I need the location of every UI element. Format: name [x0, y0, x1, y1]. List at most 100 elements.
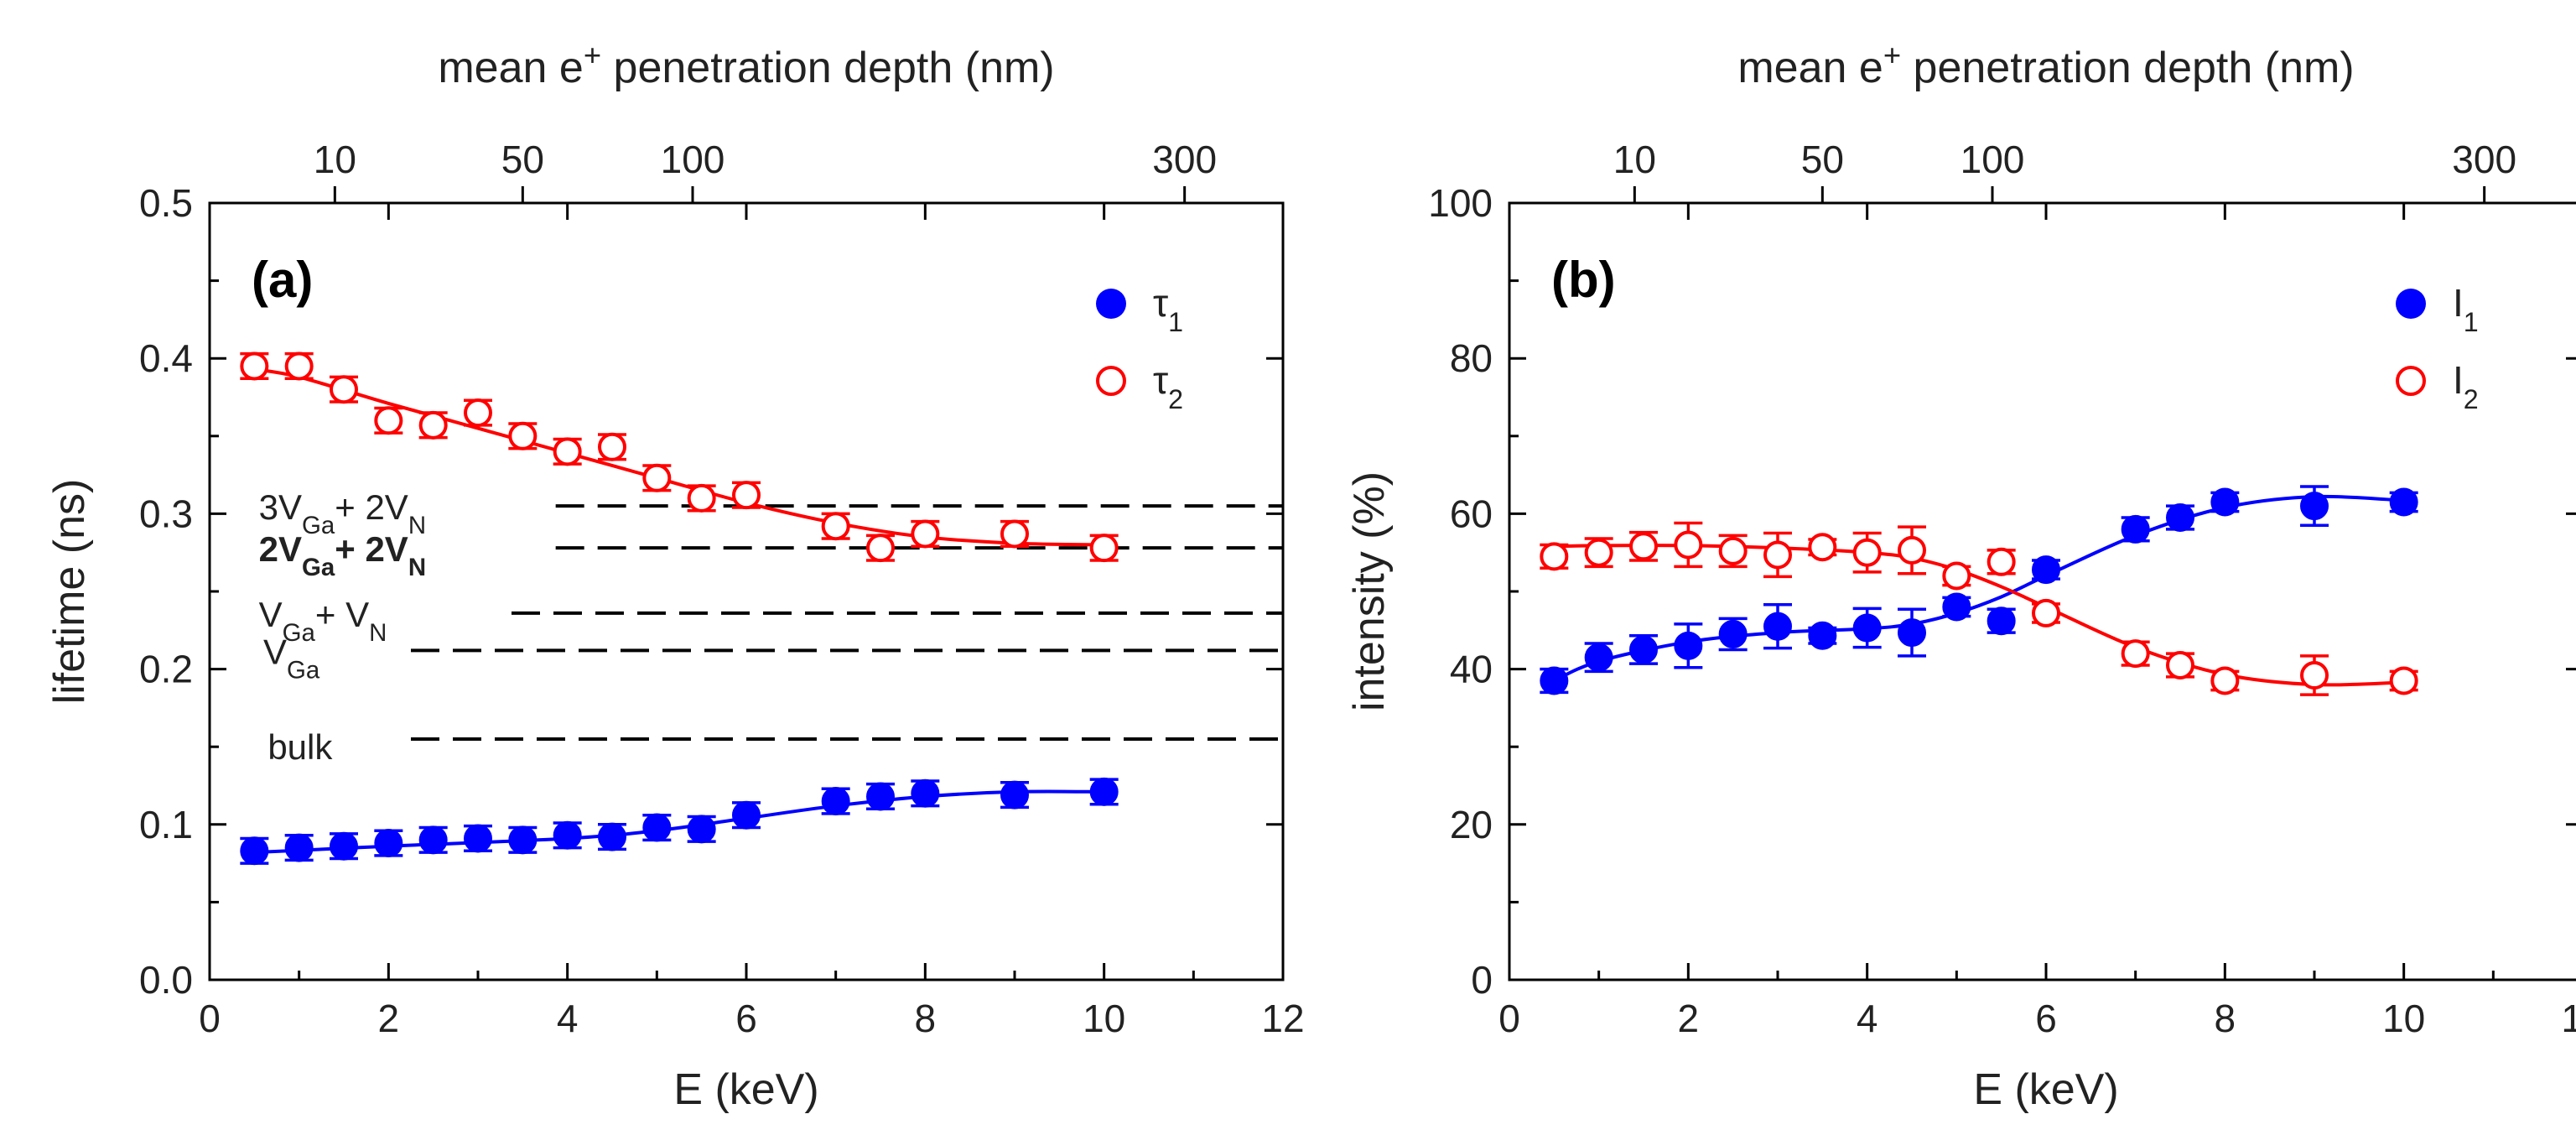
a-marker-τ2-8 — [598, 432, 626, 461]
b-ytick-label-0: 0 — [1471, 958, 1493, 1002]
a-marker-τ2-15 — [1000, 519, 1029, 549]
b-plot-frame — [1508, 201, 2576, 981]
a-marker-τ1-4 — [418, 825, 448, 855]
b-marker-I1-13 — [2166, 503, 2194, 533]
a-marker-τ2-6 — [508, 421, 538, 450]
a-marker-τ2-5 — [464, 398, 492, 428]
b-point-I2-7 — [1852, 531, 1882, 574]
b-point-I2-12 — [2121, 639, 2150, 669]
a-top-tick-label-0: 10 — [314, 138, 356, 181]
a-marker-τ1-9 — [642, 813, 672, 842]
b-top-tick-label-3: 300 — [2452, 138, 2516, 181]
a-ytick-label-0: 0.0 — [139, 958, 193, 1002]
b-xtick-label-4: 8 — [2215, 997, 2236, 1040]
b-panel-label: (b) — [1551, 252, 1616, 308]
a-point-τ2-6 — [508, 421, 538, 450]
a-top-axis-label: mean e+ penetration depth (nm) — [438, 38, 1054, 93]
a-point-τ2-12 — [821, 512, 850, 541]
b-marker-I2-8 — [1898, 535, 1926, 565]
a-point-τ2-5 — [464, 398, 492, 428]
b-marker-I2-16 — [2389, 666, 2418, 695]
b-point-I2-11 — [2032, 598, 2060, 627]
a-point-τ2-3 — [374, 406, 403, 435]
b-point-I1-4 — [1718, 617, 1748, 652]
b-point-I2-16 — [2389, 666, 2418, 695]
a-point-τ2-1 — [284, 351, 314, 381]
a-point-τ1-5 — [464, 824, 492, 853]
b-marker-I1-14 — [2210, 487, 2240, 517]
b-legend-marker-I1 — [2396, 289, 2426, 319]
a-marker-τ2-9 — [642, 463, 672, 492]
b-top-tick-label-2: 100 — [1961, 138, 2025, 181]
b-ytick-label-1: 20 — [1450, 803, 1493, 846]
b-point-I2-14 — [2210, 666, 2240, 695]
a-marker-τ1-3 — [374, 829, 403, 858]
b-point-I2-0 — [1540, 542, 1569, 571]
b-marker-I1-10 — [1987, 607, 2016, 636]
a-xtick-label-0: 0 — [199, 997, 221, 1040]
b-marker-I2-12 — [2121, 639, 2150, 669]
b-point-I1-11 — [2032, 555, 2060, 585]
a-marker-τ2-1 — [284, 351, 314, 381]
a-point-τ2-9 — [642, 463, 672, 492]
a-marker-τ1-7 — [553, 820, 582, 850]
b-marker-I2-13 — [2166, 650, 2194, 679]
b-point-I1-10 — [1987, 607, 2016, 636]
a-point-τ2-8 — [598, 432, 626, 461]
a-marker-τ2-16 — [1089, 534, 1119, 563]
a-ref-label-3: VGa — [263, 632, 320, 684]
a-marker-τ2-2 — [330, 375, 358, 404]
a-top-tick-label-2: 100 — [661, 138, 725, 181]
a-point-τ1-8 — [598, 822, 626, 851]
b-marker-I2-9 — [1942, 561, 1971, 591]
a-point-τ2-2 — [330, 375, 358, 404]
b-ytick-label-5: 100 — [1428, 181, 1493, 225]
a-marker-τ2-14 — [911, 519, 940, 549]
a-xtick-label-1: 2 — [378, 997, 400, 1040]
b-point-I1-12 — [2121, 514, 2150, 544]
b-point-I1-9 — [1942, 592, 1971, 622]
a-panel-label: (a) — [252, 252, 313, 308]
b-xtick-label-0: 0 — [1498, 997, 1520, 1040]
a-marker-τ2-10 — [687, 483, 716, 513]
b-marker-I1-16 — [2389, 487, 2418, 517]
a-point-τ2-10 — [687, 483, 716, 513]
b-xtick-label-1: 2 — [1678, 997, 1700, 1040]
a-point-τ1-0 — [240, 836, 269, 866]
a-series-τ1 — [240, 777, 1119, 866]
b-legend-I1: I1 — [2396, 281, 2479, 337]
b-top-axis-label: mean e+ penetration depth (nm) — [1737, 38, 2354, 93]
a-point-τ2-7 — [553, 437, 582, 466]
b-marker-I1-8 — [1898, 618, 1926, 648]
b-top-tick-label-1: 50 — [1801, 138, 1844, 181]
panel-a-lifetime: 0 2 4 6 8 10 12 0.0 0.1 0.2 0.3 0.4 0.5 10 50 100 300 E (… — [45, 38, 1305, 1115]
b-marker-I2-4 — [1718, 536, 1748, 565]
b-point-I1-1 — [1584, 642, 1613, 674]
b-point-I1-14 — [2210, 487, 2240, 517]
b-marker-I1-4 — [1718, 619, 1748, 648]
b-point-I1-15 — [2300, 485, 2329, 528]
b-marker-I2-10 — [1987, 547, 2016, 576]
a-point-τ1-4 — [418, 825, 448, 855]
a-legend-marker-τ2 — [1096, 366, 1126, 396]
b-point-I1-7 — [1852, 607, 1882, 649]
b-marker-I2-14 — [2210, 666, 2240, 695]
a-xtick-label-3: 6 — [735, 997, 757, 1040]
b-point-I2-9 — [1942, 561, 1971, 591]
a-marker-τ1-0 — [240, 836, 269, 866]
b-xtick-label-2: 4 — [1857, 997, 1878, 1040]
a-marker-τ1-15 — [1000, 780, 1029, 810]
b-marker-I1-1 — [1584, 643, 1613, 672]
b-point-I2-1 — [1584, 537, 1613, 569]
b-marker-I1-5 — [1763, 612, 1792, 641]
a-top-tick-label-3: 300 — [1152, 138, 1217, 181]
a-plot-frame — [208, 201, 1285, 981]
a-marker-τ2-7 — [553, 437, 582, 466]
a-ref-label-1: 2VGa+ 2VN — [259, 529, 426, 581]
a-point-τ1-14 — [911, 778, 940, 808]
b-marker-I2-11 — [2032, 598, 2060, 627]
b-ytick-label-3: 60 — [1450, 492, 1493, 535]
a-marker-τ1-8 — [598, 822, 626, 851]
a-point-τ1-9 — [642, 813, 672, 842]
